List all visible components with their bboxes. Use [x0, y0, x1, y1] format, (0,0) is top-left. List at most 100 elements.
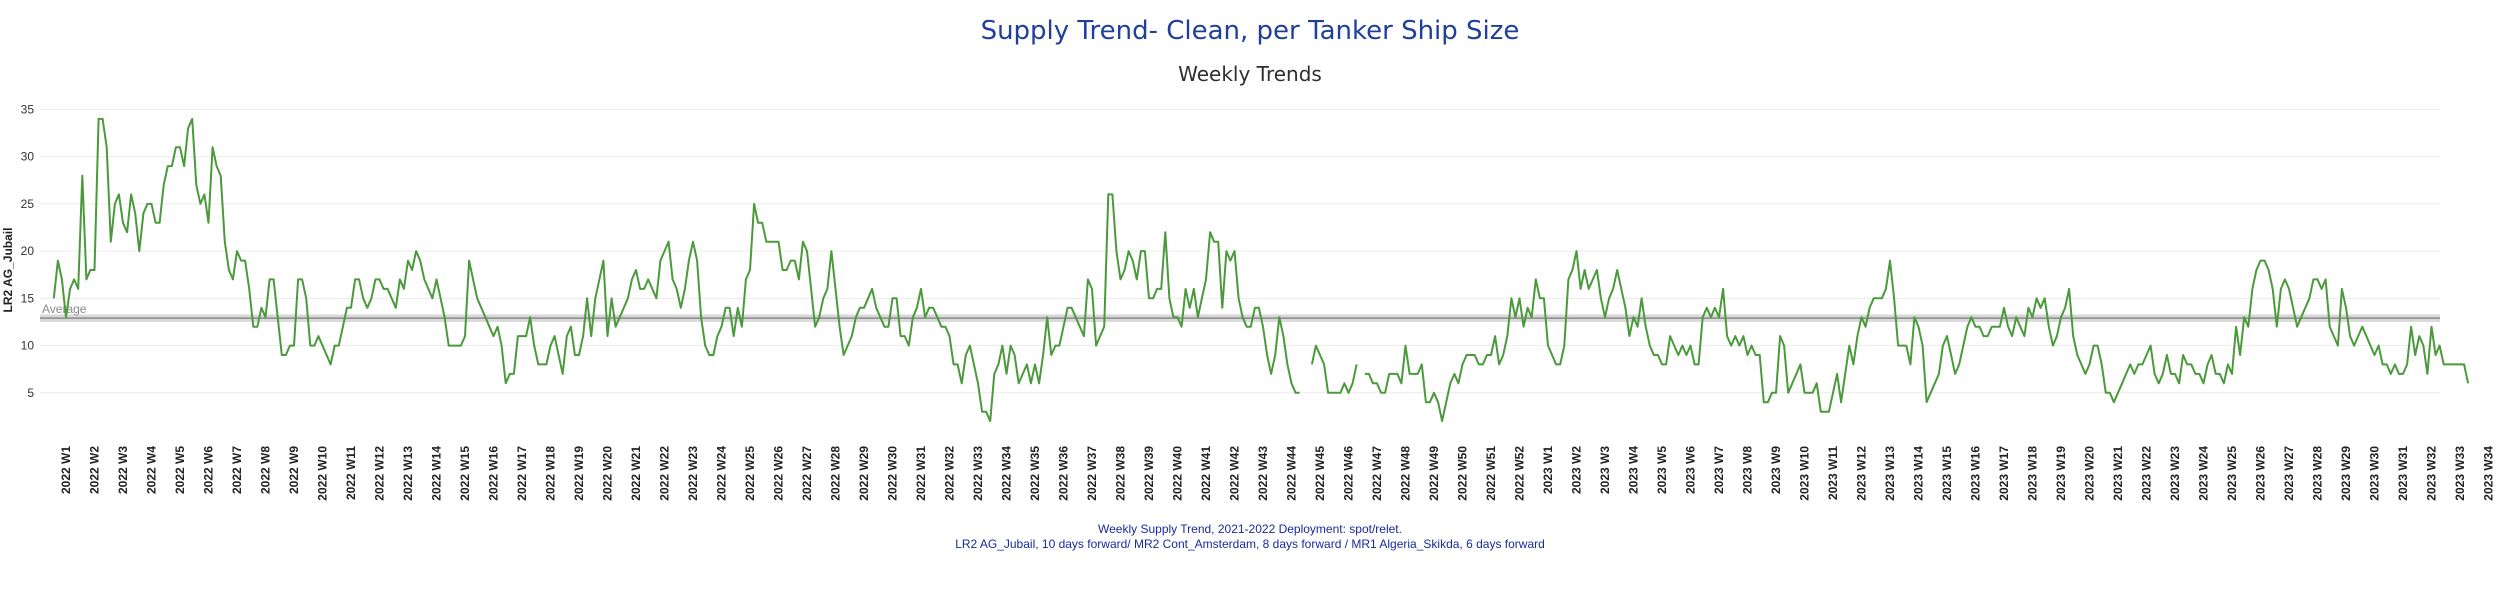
x-tick-label: 2023 W27	[2282, 446, 2296, 501]
x-tick-label: 2023 W19	[2054, 446, 2068, 501]
x-tick-label: 2022 W3	[116, 446, 130, 494]
x-tick-label: 2023 W29	[2339, 446, 2353, 501]
x-tick-label: 2022 W43	[1256, 446, 1270, 501]
x-tick-label: 2022 W4	[145, 446, 159, 494]
footnote-line-1: Weekly Supply Trend, 2021-2022 Deploymen…	[1098, 522, 1402, 536]
x-tick-label: 2022 W36	[1057, 446, 1071, 501]
x-tick-label: 2022 W46	[1342, 446, 1356, 501]
x-tick-label: 2022 W50	[1456, 446, 1470, 501]
x-tick-label: 2022 W19	[572, 446, 586, 501]
x-tick-label: 2023 W2	[1570, 446, 1584, 494]
x-tick-label: 2022 W44	[1285, 446, 1299, 501]
x-tick-label: 2022 W40	[1171, 446, 1185, 501]
series-lr2-ag-jubail	[52, 117, 2470, 423]
x-tick-label: 2022 W51	[1484, 446, 1498, 501]
x-tick-label: 2023 W12	[1855, 446, 1869, 501]
x-tick-label: 2022 W20	[601, 446, 615, 501]
x-tick-label: 2023 W14	[1912, 446, 1926, 501]
y-tick-label: 5	[27, 386, 34, 400]
x-tick-label: 2022 W1	[59, 446, 73, 494]
x-tick-label: 2023 W13	[1883, 446, 1897, 501]
x-tick-label: 2022 W2	[88, 446, 102, 494]
x-tick-label: 2023 W8	[1741, 446, 1755, 494]
x-tick-label: 2022 W8	[259, 446, 273, 494]
x-tick-label: 2022 W37	[1085, 446, 1099, 501]
y-tick-label: 35	[21, 102, 35, 116]
series-line-segment	[52, 117, 1300, 423]
x-tick-label: 2022 W29	[857, 446, 871, 501]
x-tick-label: 2023 W15	[1940, 446, 1954, 501]
x-tick-label: 2022 W10	[316, 446, 330, 501]
x-tick-label: 2023 W9	[1769, 446, 1783, 494]
x-tick-label: 2022 W21	[629, 446, 643, 501]
x-tick-label: 2022 W27	[800, 446, 814, 501]
x-tick-label: 2022 W24	[715, 446, 729, 501]
x-tick-label: 2022 W22	[658, 446, 672, 501]
y-tick-label: 15	[21, 291, 35, 305]
x-tick-label: 2022 W15	[458, 446, 472, 501]
x-tick-label: 2022 W25	[743, 446, 757, 501]
x-tick-label: 2023 W22	[2140, 446, 2154, 501]
x-tick-label: 2022 W11	[344, 446, 358, 500]
x-tick-label: 2022 W18	[544, 446, 558, 501]
x-tick-label: 2023 W25	[2225, 446, 2239, 501]
x-tick-label: 2023 W5	[1655, 446, 1669, 494]
x-tick-label: 2022 W16	[487, 446, 501, 501]
x-tick-label: 2022 W49	[1427, 446, 1441, 501]
x-tick-label: 2023 W21	[2111, 446, 2125, 501]
x-tick-label: 2022 W26	[772, 446, 786, 501]
chart-title: Supply Trend- Clean, per Tanker Ship Siz…	[980, 16, 1520, 46]
x-tick-label: 2023 W24	[2197, 446, 2211, 501]
x-tick-label: 2023 W6	[1684, 446, 1698, 494]
x-axis-ticks: 2022 W1 2022 W2 2022 W3 2022 W4 2022 W5 2022 …	[59, 446, 2496, 501]
series-line-segment	[1310, 344, 1358, 394]
x-tick-label: 2022 W41	[1199, 446, 1213, 501]
x-tick-label: 2022 W42	[1228, 446, 1242, 501]
x-tick-label: 2023 W10	[1798, 446, 1812, 501]
y-tick-label: 20	[21, 244, 35, 258]
x-tick-label: 2023 W1	[1541, 446, 1555, 494]
x-tick-label: 2022 W31	[914, 446, 928, 501]
x-tick-label: 2023 W26	[2254, 446, 2268, 501]
x-tick-label: 2023 W32	[2425, 446, 2439, 501]
x-tick-label: 2022 W7	[230, 446, 244, 494]
x-tick-label: 2022 W23	[686, 446, 700, 501]
footnote-line-2: LR2 AG_Jubail, 10 days forward/ MR2 Cont…	[955, 537, 1545, 551]
x-tick-label: 2022 W45	[1313, 446, 1327, 501]
x-tick-label: 2023 W23	[2168, 446, 2182, 501]
x-tick-label: 2022 W38	[1114, 446, 1128, 501]
x-tick-label: 2023 W17	[1997, 446, 2011, 501]
x-tick-label: 2023 W7	[1712, 446, 1726, 494]
x-tick-label: 2023 W4	[1627, 446, 1641, 494]
gridlines	[40, 108, 2440, 394]
y-tick-label: 30	[21, 150, 35, 164]
x-tick-label: 2023 W11	[1826, 446, 1840, 500]
y-tick-label: 10	[21, 339, 35, 353]
x-tick-label: 2022 W12	[373, 446, 387, 501]
x-tick-label: 2022 W13	[401, 446, 415, 501]
x-tick-label: 2022 W30	[886, 446, 900, 501]
x-tick-label: 2023 W33	[2453, 446, 2467, 501]
x-tick-label: 2022 W39	[1142, 446, 1156, 501]
x-tick-label: 2023 W30	[2368, 446, 2382, 501]
x-tick-label: 2023 W16	[1969, 446, 1983, 501]
x-tick-label: 2023 W3	[1598, 446, 1612, 494]
x-tick-label: 2022 W17	[515, 446, 529, 501]
x-tick-label: 2022 W32	[943, 446, 957, 501]
y-axis-ticks: 5 10 15 20 25 30 35	[21, 102, 35, 399]
y-tick-label: 25	[21, 197, 35, 211]
x-tick-label: 2022 W35	[1028, 446, 1042, 501]
x-tick-label: 2022 W9	[287, 446, 301, 494]
x-tick-label: 2022 W33	[971, 446, 985, 501]
x-tick-label: 2023 W28	[2311, 446, 2325, 501]
x-tick-label: 2022 W14	[430, 446, 444, 501]
x-tick-label: 2022 W6	[202, 446, 216, 494]
chart-subtitle: Weekly Trends	[1178, 62, 1322, 86]
x-tick-label: 2022 W5	[173, 446, 187, 494]
x-tick-label: 2022 W52	[1513, 446, 1527, 501]
x-tick-label: 2023 W31	[2396, 446, 2410, 501]
x-tick-label: 2022 W47	[1370, 446, 1384, 501]
x-tick-label: 2022 W28	[829, 446, 843, 501]
x-tick-label: 2023 W18	[2026, 446, 2040, 501]
